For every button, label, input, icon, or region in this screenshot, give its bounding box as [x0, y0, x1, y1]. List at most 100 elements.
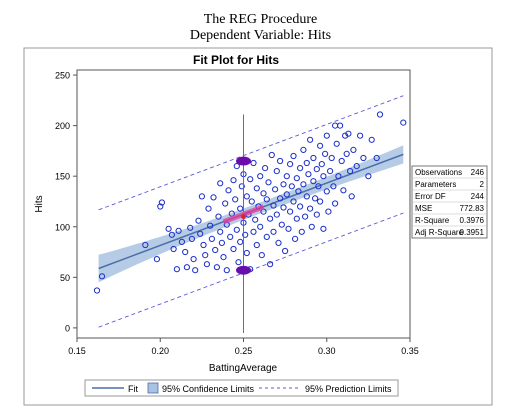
data-point	[307, 205, 314, 212]
data-point	[323, 132, 330, 139]
data-point	[247, 176, 254, 183]
data-point	[237, 205, 244, 212]
data-point	[233, 163, 240, 170]
data-point	[310, 178, 317, 185]
data-point	[350, 146, 357, 153]
data-point	[357, 132, 364, 139]
data-point	[210, 194, 217, 201]
data-point	[317, 198, 324, 205]
stats-value: 2	[480, 180, 485, 189]
data-point	[248, 198, 255, 205]
legend-fit-label: Fit	[128, 384, 138, 394]
data-point	[333, 140, 340, 147]
data-point	[223, 267, 230, 274]
data-point	[290, 198, 297, 205]
data-point	[317, 142, 324, 149]
data-point	[265, 179, 272, 186]
data-point	[198, 193, 205, 200]
data-point	[260, 190, 267, 197]
data-point	[283, 191, 290, 198]
data-point	[212, 246, 219, 254]
data-point	[262, 165, 269, 172]
data-point	[183, 264, 190, 271]
y-tick-label: 150	[55, 172, 70, 182]
data-point	[192, 267, 199, 274]
data-point	[203, 261, 210, 268]
data-point	[307, 136, 314, 143]
data-point	[282, 247, 289, 255]
lower-prediction-marker	[236, 265, 251, 275]
data-point	[342, 132, 349, 139]
data-point	[368, 136, 375, 143]
data-point	[190, 256, 197, 263]
x-axis-label: BattingAverage	[209, 363, 278, 374]
chart-title: Fit Plot for Hits	[193, 53, 279, 67]
stats-value: 244	[471, 192, 485, 201]
data-point	[268, 151, 275, 159]
procedure-title: The REG Procedure	[203, 12, 318, 27]
data-point	[323, 188, 330, 195]
data-point	[332, 200, 339, 207]
x-tick-label: 0.25	[235, 346, 253, 356]
stats-label: Observations	[415, 168, 462, 177]
data-point	[258, 252, 265, 259]
data-point	[305, 171, 312, 178]
stats-label: Parameters	[415, 180, 456, 189]
stats-label: R-Square	[415, 216, 450, 225]
data-point	[315, 183, 322, 190]
upper-prediction-limit	[98, 95, 404, 211]
data-point	[227, 233, 234, 240]
y-axis: 0 50 100 150 200 250	[55, 71, 77, 333]
data-point	[263, 196, 270, 203]
data-point	[157, 203, 164, 210]
data-point	[337, 122, 344, 129]
data-point	[300, 146, 307, 153]
legend-confidence-swatch	[147, 382, 159, 394]
data-point	[302, 213, 309, 220]
data-point	[322, 150, 329, 157]
data-point	[297, 165, 304, 172]
data-point	[220, 254, 227, 261]
data-point	[242, 231, 249, 238]
data-point	[292, 235, 299, 242]
fit-statistics-table: Observations 246 Parameters 2 Error DF 244 MSE…	[411, 165, 488, 239]
data-point	[237, 238, 244, 245]
data-point	[376, 111, 384, 118]
stats-value: 772.83	[460, 204, 485, 213]
data-point	[300, 181, 307, 188]
data-point	[313, 166, 320, 173]
legend-confidence-label: 95% Confidence Limits	[162, 384, 255, 394]
stats-label: Error DF	[415, 192, 446, 201]
data-point	[170, 245, 177, 253]
data-point	[278, 221, 285, 228]
data-point	[182, 248, 189, 256]
legend-box	[84, 379, 399, 397]
data-point	[175, 227, 182, 234]
dependent-variable-title: Dependent Variable: Hits	[189, 28, 332, 43]
data-point	[153, 256, 160, 263]
data-point	[267, 215, 274, 222]
data-point	[187, 224, 194, 231]
data-point	[303, 193, 310, 200]
data-point	[215, 213, 222, 220]
stats-label: MSE	[415, 204, 432, 213]
data-point	[273, 211, 280, 218]
data-point	[348, 193, 355, 200]
data-point	[303, 159, 310, 167]
data-point	[277, 157, 284, 165]
data-point	[365, 173, 372, 180]
data-point	[222, 200, 229, 207]
data-point	[235, 259, 242, 266]
data-point	[310, 154, 317, 162]
data-point	[253, 241, 260, 249]
y-tick-label: 100	[55, 222, 70, 232]
data-point	[252, 216, 259, 223]
legend-prediction-label: 95% Prediction Limits	[305, 384, 392, 394]
data-point	[253, 185, 260, 192]
data-point	[293, 175, 300, 182]
data-point	[325, 208, 332, 215]
data-point	[347, 168, 354, 175]
data-point	[297, 203, 304, 210]
data-point	[233, 226, 240, 233]
